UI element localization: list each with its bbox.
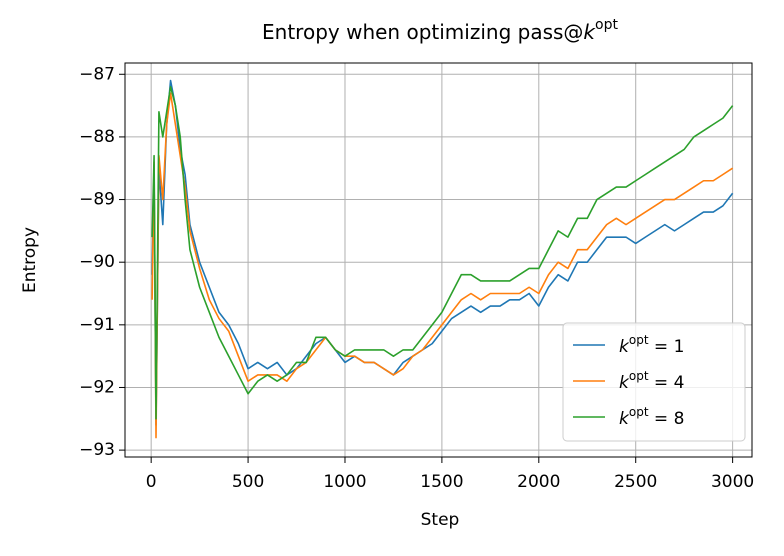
legend-tail: = 4 xyxy=(649,373,685,393)
x-tick-label: 2000 xyxy=(517,472,560,492)
x-tick-label: 2500 xyxy=(614,472,657,492)
legend-k: k xyxy=(619,409,630,429)
title-sup: opt xyxy=(595,17,618,33)
legend-label: kopt = 4 xyxy=(619,369,684,394)
legend-sup: opt xyxy=(629,333,649,347)
x-tick-label: 1000 xyxy=(323,472,366,492)
legend-k: k xyxy=(619,337,630,357)
x-tick-label: 500 xyxy=(232,472,264,492)
y-tick-label: −90 xyxy=(79,252,115,272)
x-tick-label: 0 xyxy=(146,472,157,492)
y-tick-label: −92 xyxy=(79,377,115,397)
title-text: Entropy when optimizing pass@ xyxy=(262,20,583,44)
y-tick-label: −91 xyxy=(79,315,115,335)
x-tick-label: 3000 xyxy=(711,472,754,492)
legend-sup: opt xyxy=(629,405,649,419)
y-tick-label: −89 xyxy=(79,190,115,210)
y-axis-label: Entropy xyxy=(20,227,40,293)
series-line xyxy=(151,92,734,439)
x-tick-label: 1500 xyxy=(420,472,463,492)
series-line xyxy=(151,86,734,420)
x-axis-label: Step xyxy=(421,510,460,530)
legend-sup: opt xyxy=(629,369,649,383)
plot-frame xyxy=(124,62,753,458)
legend-k: k xyxy=(619,373,630,393)
chart-title: Entropy when optimizing pass@kopt xyxy=(262,17,618,44)
y-tick-label: −87 xyxy=(79,64,115,84)
legend-tail: = 8 xyxy=(649,409,685,429)
legend-tail: = 1 xyxy=(649,337,685,357)
y-tick-label: −88 xyxy=(79,127,115,147)
legend-box xyxy=(562,322,746,442)
legend-label: kopt = 8 xyxy=(619,405,684,430)
legend-label: kopt = 1 xyxy=(619,333,684,358)
title-k: k xyxy=(583,20,596,44)
y-tick-label: −93 xyxy=(79,440,115,460)
